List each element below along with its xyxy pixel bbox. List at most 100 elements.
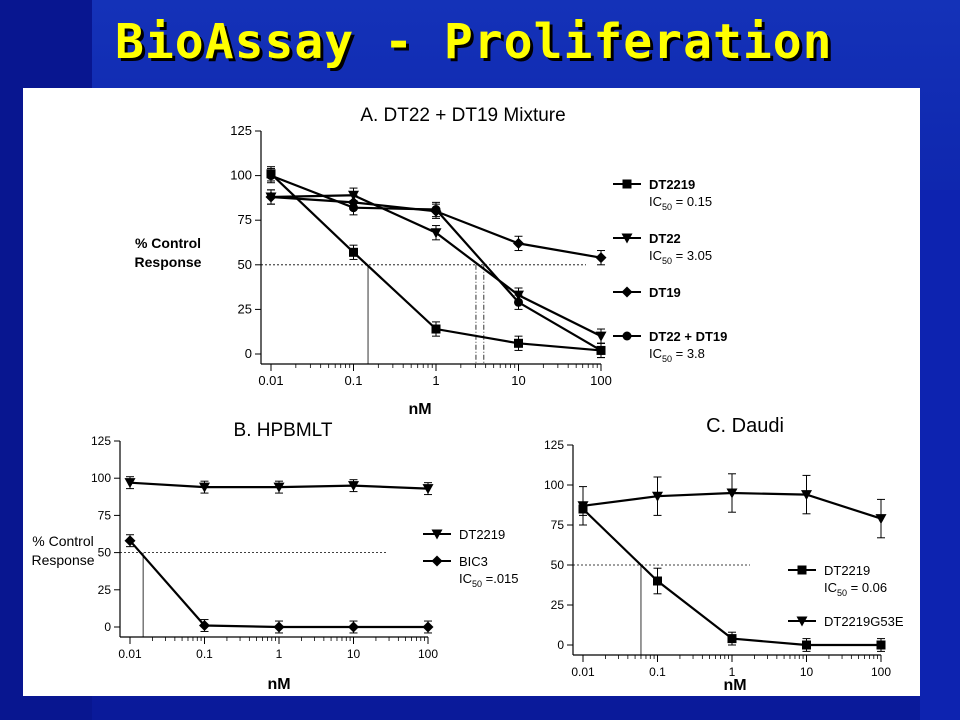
chart-1-legend-marker bbox=[621, 233, 633, 244]
chart-2-point bbox=[273, 621, 285, 633]
chart-1-x-label: nM bbox=[408, 401, 431, 418]
chart-3-x-tick-label: 0.01 bbox=[571, 665, 595, 679]
slide-title: BioAssay - Proliferation bbox=[115, 14, 833, 70]
chart-1-legend-marker bbox=[622, 179, 632, 189]
chart-1-legend-ic50: IC50 = 0.15 bbox=[649, 194, 712, 212]
chart-3-point bbox=[801, 490, 812, 501]
chart-3-legend-label: DT2219 bbox=[824, 563, 870, 578]
chart-3-title: C. Daudi bbox=[706, 415, 784, 437]
chart-1-point bbox=[266, 171, 276, 181]
chart-1-point bbox=[595, 331, 607, 342]
chart-3-point bbox=[653, 576, 662, 586]
chart-1-legend-label: DT22 + DT19 bbox=[649, 329, 727, 344]
chart-1-legend-ic50: IC50 = 3.8 bbox=[649, 346, 705, 364]
chart-1-point bbox=[349, 247, 358, 257]
chart-1-legend-label: DT2219 bbox=[649, 177, 695, 192]
chart-2-y-tick-label: 75 bbox=[98, 508, 112, 522]
chart-3-legend-marker bbox=[797, 565, 807, 575]
chart-1-point bbox=[514, 297, 523, 307]
chart-3-y-tick-label: 25 bbox=[551, 598, 565, 612]
chart-3-y-tick-label: 75 bbox=[551, 518, 565, 532]
chart-1-title: A. DT22 + DT19 Mixture bbox=[360, 105, 565, 126]
chart-1-point bbox=[430, 228, 442, 239]
chart-3-x-label: nM bbox=[723, 677, 746, 694]
chart-3-x-tick-label: 10 bbox=[800, 665, 814, 679]
chart-1-y-tick-label: 0 bbox=[245, 346, 252, 361]
chart-3-point bbox=[726, 488, 738, 499]
chart-2-series-line bbox=[129, 539, 428, 629]
chart-1-legend-marker bbox=[621, 286, 633, 298]
chart-1-point bbox=[349, 203, 358, 213]
chart-2-point bbox=[273, 482, 285, 493]
chart-3-y-tick-label: 125 bbox=[544, 438, 564, 452]
chart-3-x-tick-label: 1 bbox=[729, 665, 736, 679]
chart-2-point bbox=[348, 481, 359, 492]
chart-2-y-tick-label: 25 bbox=[98, 583, 112, 597]
chart-2-title: B. HPBMLT bbox=[234, 420, 333, 441]
chart-1-y-tick-label: 100 bbox=[230, 168, 252, 183]
chart-1-y-tick-label: 75 bbox=[238, 212, 252, 227]
chart-3-y-tick-label: 0 bbox=[557, 638, 564, 652]
chart-3-point bbox=[727, 634, 737, 644]
chart-2-point bbox=[124, 478, 136, 489]
chart-2-y-label: Response bbox=[31, 552, 94, 568]
chart-1-x-tick-label: 0.1 bbox=[344, 373, 362, 388]
chart-2-x-tick-label: 1 bbox=[276, 647, 283, 661]
chart-2-x-tick-label: 100 bbox=[418, 647, 438, 661]
chart-2-legend-label: BIC3 bbox=[459, 554, 488, 569]
chart-3-x-tick-label: 0.1 bbox=[649, 665, 666, 679]
chart-3-x-tick-label: 100 bbox=[871, 665, 891, 679]
chart-3-point bbox=[652, 491, 663, 502]
chart-1-point bbox=[431, 204, 441, 214]
chart-2-legend-ic50: IC50 =.015 bbox=[459, 571, 519, 589]
chart-1-y-label: Response bbox=[135, 254, 202, 270]
chart-2-y-tick-label: 0 bbox=[104, 620, 111, 634]
chart-3-legend-label: DT2219G53E bbox=[824, 614, 904, 629]
chart-2-point bbox=[199, 620, 210, 632]
chart-2-point bbox=[422, 621, 434, 633]
chart-1-point bbox=[431, 324, 441, 334]
chart-2-y-tick-label: 50 bbox=[98, 546, 112, 560]
chart-3-point bbox=[802, 640, 811, 650]
chart-3-y-tick-label: 100 bbox=[544, 478, 564, 492]
chart-2-point bbox=[422, 484, 434, 495]
chart-2-y-tick-label: 100 bbox=[91, 471, 111, 485]
chart-2-point bbox=[348, 621, 359, 633]
chart-2-x-tick-label: 0.1 bbox=[196, 647, 213, 661]
chart-3-point bbox=[577, 501, 589, 512]
chart-3-legend-ic50: IC50 = 0.06 bbox=[824, 580, 887, 598]
chart-1-y-label: % Control bbox=[135, 235, 201, 251]
chart-2-y-label: % Control bbox=[32, 533, 93, 549]
chart-1-point bbox=[265, 191, 277, 203]
chart-1-legend-marker bbox=[622, 331, 632, 341]
chart-1-point bbox=[514, 338, 523, 348]
chart-1-y-tick-label: 25 bbox=[238, 301, 252, 316]
slide-right-band bbox=[920, 190, 960, 720]
chart-2-legend-marker bbox=[431, 529, 443, 540]
chart-2-point bbox=[199, 482, 210, 493]
chart-3-point bbox=[876, 640, 886, 650]
chart-1-x-tick-label: 1 bbox=[432, 373, 439, 388]
chart-1-legend-label: DT19 bbox=[649, 285, 681, 300]
chart-1-y-tick-label: 50 bbox=[238, 257, 252, 272]
chart-1-x-tick-label: 10 bbox=[511, 373, 525, 388]
chart-2-x-tick-label: 10 bbox=[347, 647, 361, 661]
chart-3-legend-marker bbox=[796, 616, 808, 627]
chart-panel: A. DT22 + DT19 Mixture 0 25 50 75 100 125 0.01 0… bbox=[23, 88, 920, 696]
chart-1-y-tick-label: 125 bbox=[230, 123, 252, 138]
chart-1-point bbox=[596, 345, 606, 355]
chart-3-point bbox=[875, 514, 887, 525]
chart-2-x-label: nM bbox=[267, 676, 290, 693]
chart-1-x-tick-label: 100 bbox=[590, 373, 612, 388]
chart-2-legend-marker bbox=[431, 555, 443, 567]
chart-1-legend-label: DT22 bbox=[649, 231, 681, 246]
chart-2-y-tick-label: 125 bbox=[91, 434, 111, 448]
chart-2-point bbox=[124, 535, 136, 547]
chart-1-legend-ic50: IC50 = 3.05 bbox=[649, 248, 712, 266]
chart-1-point bbox=[595, 252, 607, 264]
chart-1-x-tick-label: 0.01 bbox=[258, 373, 283, 388]
chart-2-legend-label: DT2219 bbox=[459, 527, 505, 542]
chart-2-x-tick-label: 0.01 bbox=[118, 647, 142, 661]
chart-3-y-tick-label: 50 bbox=[551, 558, 565, 572]
